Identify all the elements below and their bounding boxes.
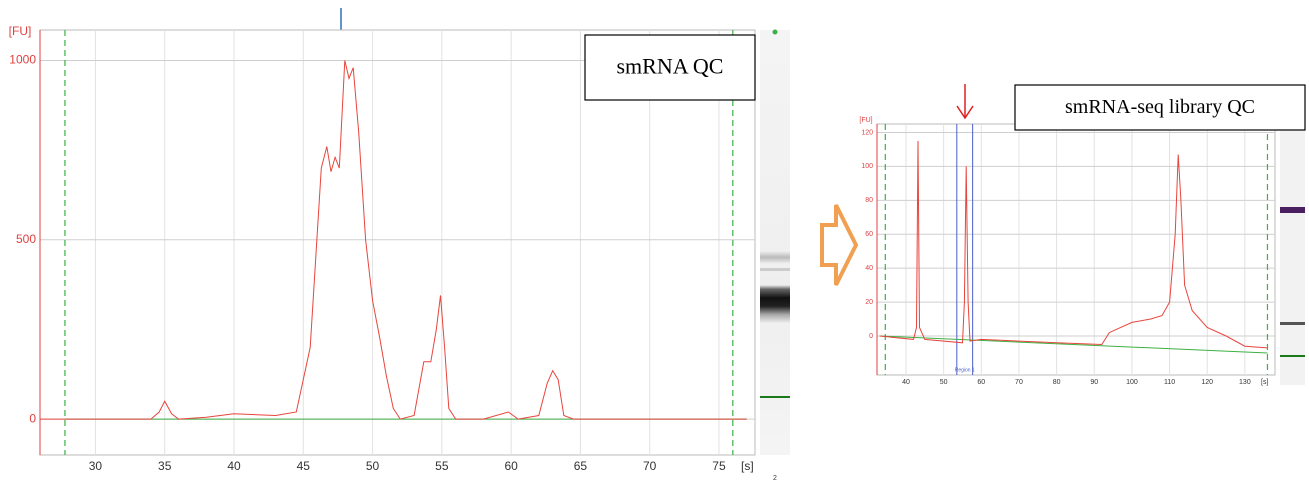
x-tick-label: 90 <box>1090 379 1098 386</box>
x-tick-label: 35 <box>158 459 172 473</box>
orange-arrow <box>822 205 856 285</box>
x-tick-label: 130 <box>1239 379 1251 386</box>
gel-band <box>1280 207 1305 213</box>
x-tick-label: 75 <box>712 459 726 473</box>
gel-band <box>760 268 790 271</box>
x-tick-label: 80 <box>1053 379 1061 386</box>
gel-marker <box>1280 355 1305 357</box>
y-tick-label: 20 <box>865 299 873 306</box>
y-tick-label: 1000 <box>9 53 36 67</box>
x-tick-label: 60 <box>977 379 985 386</box>
x-axis-label: [s] <box>1261 379 1268 386</box>
x-tick-label: 70 <box>643 459 657 473</box>
x-tick-label: 60 <box>504 459 518 473</box>
y-tick-label: 100 <box>861 163 873 170</box>
y-tick-label: 40 <box>865 265 873 272</box>
y-axis-label: [FU] <box>859 117 872 124</box>
region-label: Region 1 <box>955 367 975 373</box>
gel-lane <box>1280 110 1305 385</box>
figure: 3035404550556065707505001000[s][FU]smRNA… <box>0 0 1309 482</box>
x-tick-label: 30 <box>89 459 103 473</box>
x-tick-label: 100 <box>1126 379 1138 386</box>
y-tick-label: 500 <box>16 232 36 246</box>
x-tick-label: 65 <box>574 459 588 473</box>
y-tick-label: 120 <box>861 129 873 136</box>
x-axis-label: [s] <box>741 459 754 473</box>
x-tick-label: 70 <box>1015 379 1023 386</box>
y-tick-label: 0 <box>29 411 36 425</box>
lane-label: 2 <box>773 475 777 482</box>
gel-lane <box>760 30 790 455</box>
y-axis-label: [FU] <box>9 24 32 38</box>
x-tick-label: 45 <box>297 459 311 473</box>
x-tick-label: 40 <box>227 459 241 473</box>
x-tick-label: 120 <box>1201 379 1213 386</box>
red-arrow <box>957 84 973 118</box>
gel-marker <box>760 396 790 398</box>
gel-dot <box>773 30 778 35</box>
y-tick-label: 0 <box>869 333 873 340</box>
x-tick-label: 55 <box>435 459 449 473</box>
plot-area <box>877 124 1275 375</box>
x-tick-label: 110 <box>1164 379 1175 386</box>
y-tick-label: 80 <box>865 197 873 204</box>
x-tick-label: 40 <box>902 379 910 386</box>
x-tick-label: 50 <box>940 379 948 386</box>
x-tick-label: 50 <box>366 459 380 473</box>
gel-band <box>1280 322 1305 325</box>
chart-title: smRNA-seq library QC <box>1065 96 1255 118</box>
chart-title: smRNA QC <box>617 54 724 79</box>
y-tick-label: 60 <box>865 231 873 238</box>
